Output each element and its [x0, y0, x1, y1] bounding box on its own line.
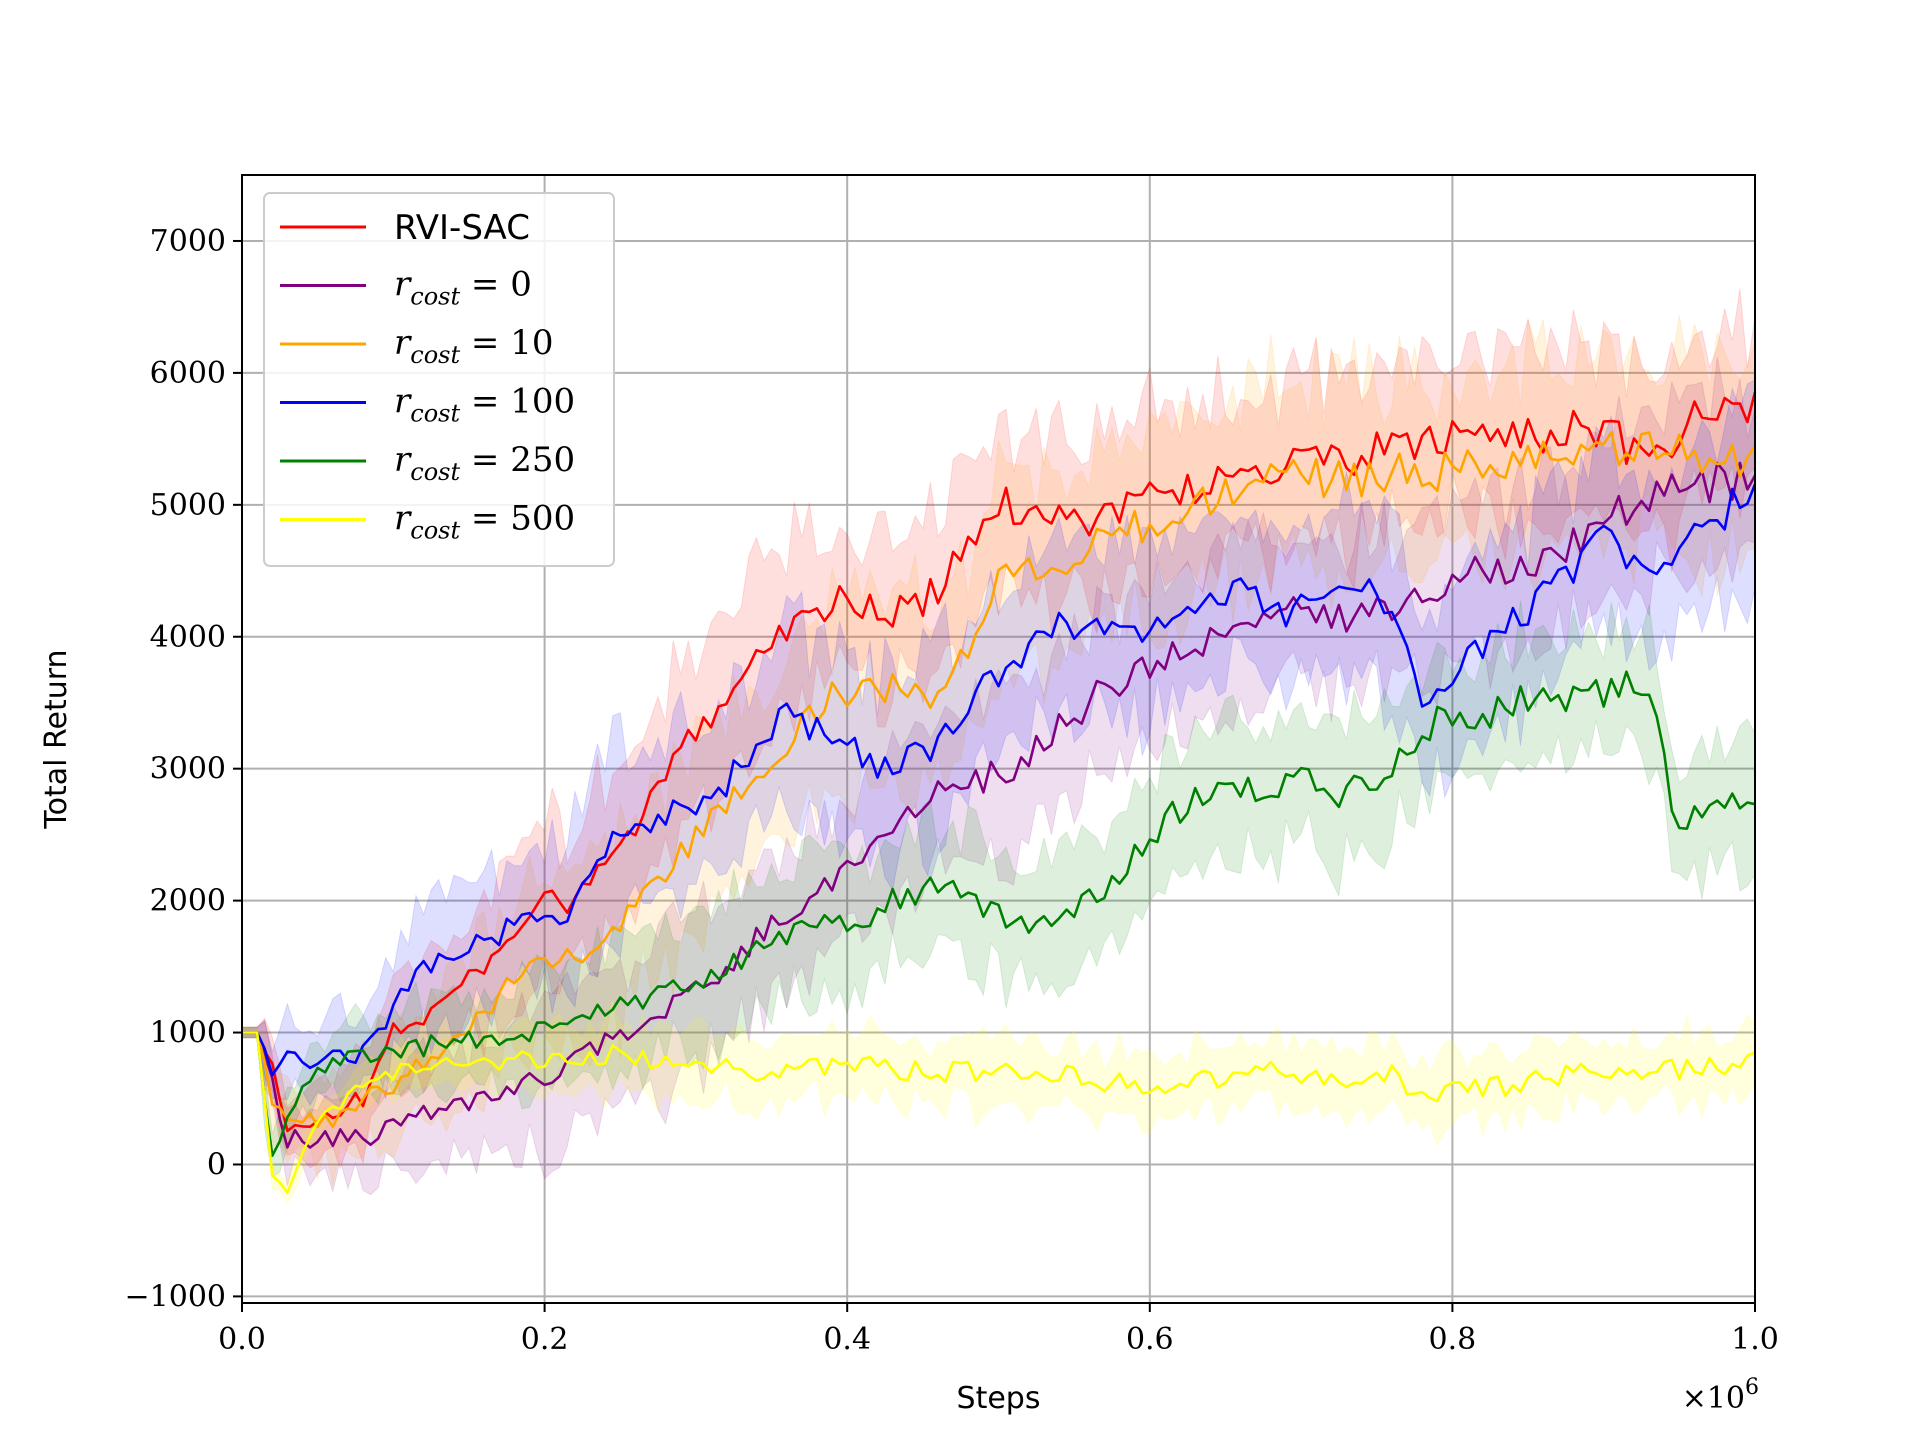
x-tick-label: 0.4	[823, 1322, 871, 1357]
legend-var: r	[394, 265, 412, 305]
y-tick-label: −1000	[125, 1279, 226, 1314]
y-tick-label: 1000	[150, 1016, 226, 1051]
y-tick-label: 6000	[150, 356, 226, 391]
x-tick-label: 0.6	[1126, 1322, 1174, 1357]
y-tick-label: 3000	[150, 752, 226, 787]
legend-var: r	[394, 382, 412, 422]
legend-var: r	[394, 323, 412, 363]
x-tick-label: 0.8	[1429, 1322, 1477, 1357]
legend-value: 250	[510, 440, 575, 480]
legend-label-0: RVI-SAC	[394, 208, 530, 248]
x-tick-label: 1.0	[1731, 1322, 1779, 1357]
series-line-2	[242, 431, 1757, 1129]
y-tick-label: 2000	[150, 884, 226, 919]
legend-var: r	[394, 499, 412, 539]
x-axis-ticks: 0.0 0.2 0.4 0.6 0.8 1.0	[218, 1303, 1779, 1357]
legend-label-1: rcost = 0	[394, 265, 532, 311]
legend-subscript: cost	[410, 517, 460, 545]
legend-equals: =	[460, 382, 510, 422]
legend-subscript: cost	[410, 458, 460, 486]
legend-label-2: rcost = 10	[394, 323, 554, 369]
legend-equals: =	[460, 323, 510, 363]
legend-subscript: cost	[410, 341, 460, 369]
y-tick-label: 7000	[150, 224, 226, 259]
legend-equals: =	[460, 499, 510, 539]
x-multiplier-base: ×10	[1682, 1381, 1745, 1416]
series-lines	[242, 391, 1757, 1194]
legend-value: 500	[510, 499, 575, 539]
legend-label-3: rcost = 100	[394, 382, 575, 428]
plot-frame	[241, 174, 1756, 1304]
legend-subscript: cost	[410, 283, 460, 311]
x-multiplier-exponent: 6	[1745, 1375, 1759, 1400]
series-line-0	[242, 391, 1757, 1133]
x-tick-label: 0.0	[218, 1322, 266, 1357]
series-line-5	[242, 1031, 1756, 1194]
legend-var: r	[394, 440, 412, 480]
y-tick-label: 5000	[150, 488, 226, 523]
legend-label-5: rcost = 500	[394, 499, 575, 545]
legend-label-4: rcost = 250	[394, 440, 575, 486]
series-line-4	[242, 670, 1756, 1157]
y-axis-title: Total Return	[39, 649, 74, 829]
legend-equals: =	[460, 265, 510, 305]
y-axis-ticks: −1000 0 1000 2000 3000 4000 5000 6000 7000	[125, 224, 242, 1314]
series-line-1	[242, 461, 1757, 1149]
legend-value: 0	[510, 265, 532, 305]
legend-value: 100	[510, 382, 575, 422]
series-line-3	[242, 483, 1757, 1077]
x-axis-multiplier: ×106	[1682, 1375, 1759, 1416]
x-axis-title: Steps	[957, 1381, 1041, 1416]
legend-value: 10	[510, 323, 553, 363]
grid-lines	[241, 175, 1756, 1303]
x-tick-label: 0.2	[521, 1322, 569, 1357]
y-tick-label: 0	[207, 1147, 226, 1182]
legend-equals: =	[460, 440, 510, 480]
y-tick-label: 4000	[150, 620, 226, 655]
legend-subscript: cost	[410, 400, 460, 428]
